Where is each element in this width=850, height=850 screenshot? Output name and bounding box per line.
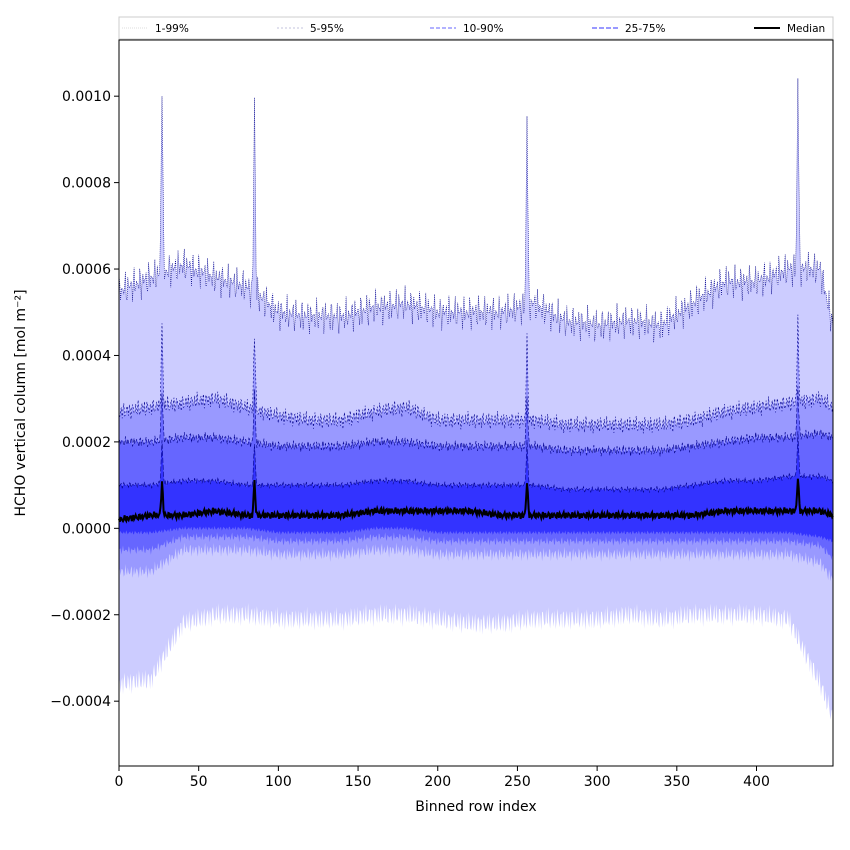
x-axis-label: Binned row index [415, 799, 536, 815]
median-series [118, 478, 834, 524]
x-tick-label: 350 [663, 774, 690, 790]
line-upper-1-99% [118, 78, 834, 343]
y-tick-label: 0.0004 [62, 348, 111, 364]
line-upper-25-75% [118, 431, 834, 494]
legend-label: Median [787, 23, 825, 35]
x-tick-label: 400 [743, 774, 770, 790]
y-tick-label: 0.0008 [62, 176, 111, 192]
y-tick-label: 0.0000 [62, 521, 111, 537]
x-tick-label: 100 [265, 774, 292, 790]
legend-frame [118, 16, 834, 40]
legend-label: 1-99% [155, 23, 189, 35]
plot-frame [118, 39, 834, 767]
percentile-lines [118, 78, 834, 494]
x-tick-label: 150 [345, 774, 372, 790]
legend: 1-99% 5-95% 10-90% 25-75% Median [118, 16, 834, 40]
median-line [118, 478, 834, 524]
x-tick-label: 300 [584, 774, 611, 790]
x-tick-label: 200 [424, 774, 451, 790]
y-tick-label: −0.0002 [50, 608, 111, 624]
legend-label: 5-95% [310, 23, 344, 35]
band-1-99% [119, 78, 833, 728]
x-tick-label: 50 [190, 774, 208, 790]
line-upper-10-90% [118, 386, 834, 457]
y-tick-label: 0.0006 [62, 262, 111, 278]
y-axis: −0.0004 −0.0002 0.0000 0.0002 0.0004 0.0006 0.… [50, 89, 119, 710]
legend-label: 10-90% [463, 23, 504, 35]
y-tick-label: 0.0002 [62, 435, 111, 451]
legend-label: 25-75% [625, 23, 666, 35]
y-tick-label: −0.0004 [50, 694, 111, 710]
y-axis-label: HCHO vertical column [mol m⁻²] [13, 289, 29, 516]
y-tick-label: 0.0010 [62, 89, 111, 105]
x-tick-label: 0 [115, 774, 124, 790]
x-axis: 0 50 100 150 200 250 300 350 400 [115, 766, 770, 790]
x-tick-label: 250 [504, 774, 531, 790]
